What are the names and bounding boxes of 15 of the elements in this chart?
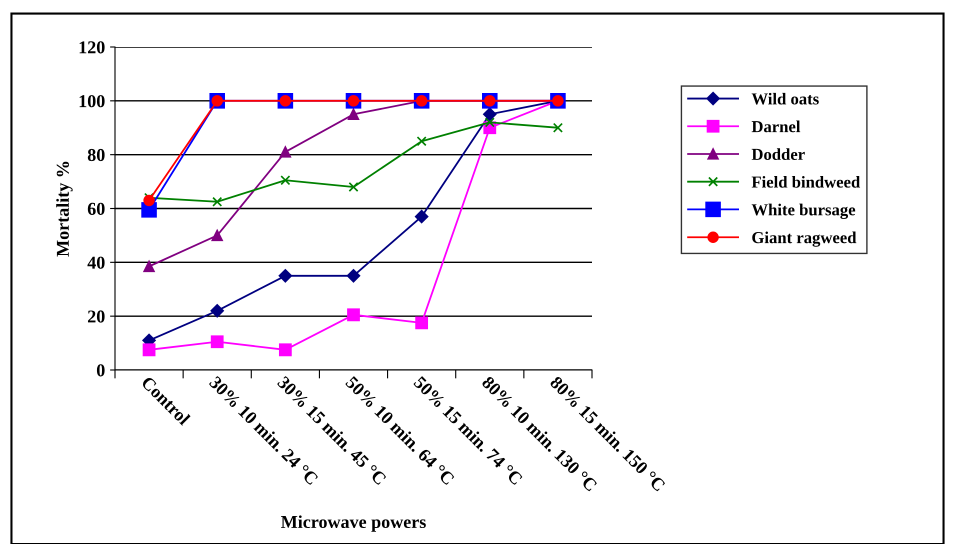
y-tick-label: 0 [96, 364, 105, 376]
y-tick-label: 120 [80, 41, 105, 54]
legend-label: White bursage [752, 204, 856, 219]
y-axis-title: Mortality % [56, 162, 73, 257]
legend-label: Giant ragweed [752, 232, 856, 247]
legend-label: Dodder [752, 148, 805, 160]
legend-label: Wild oats [752, 92, 819, 105]
legend-label: Field bindweed [752, 176, 860, 188]
y-tick-label: 60 [88, 202, 105, 215]
y-tick-label: 80 [88, 148, 105, 162]
y-tick-label: 100 [80, 95, 105, 108]
x-axis-title: Microwave powers [281, 515, 426, 532]
y-tick-label: 20 [88, 310, 105, 323]
y-tick-label: 40 [87, 256, 105, 269]
legend-label: Darnel [752, 120, 800, 132]
